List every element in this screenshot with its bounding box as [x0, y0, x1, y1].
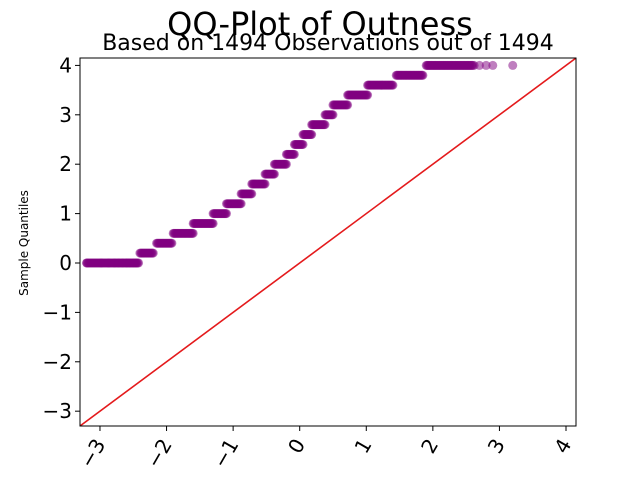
data-point — [148, 248, 158, 258]
data-point — [488, 60, 498, 70]
data-point — [307, 130, 317, 140]
y-axis-label: Sample Quantiles — [17, 190, 31, 296]
data-point — [221, 209, 231, 219]
y-axis: −3 −2 −1 0 1 2 3 4 — [43, 53, 80, 423]
y-tick-label: 1 — [59, 202, 72, 226]
data-point — [269, 169, 279, 179]
data-point — [281, 159, 291, 169]
data-point — [289, 149, 299, 159]
plot-frame — [79, 57, 577, 427]
y-tick-label: 4 — [59, 53, 72, 77]
data-point — [298, 139, 308, 149]
data-point — [247, 189, 257, 199]
y-tick-label: −1 — [43, 300, 72, 324]
data-point — [131, 258, 141, 268]
data-point — [82, 258, 92, 268]
data-point — [328, 110, 338, 120]
data-point — [418, 70, 428, 80]
data-point — [188, 228, 198, 238]
reference-line-layer — [80, 58, 576, 426]
y-tick-label: 0 — [59, 251, 72, 275]
y-tick-label: −3 — [43, 399, 72, 423]
chart-title: QQ-Plot of Outness — [167, 5, 473, 43]
data-point — [260, 179, 270, 189]
data-point — [343, 100, 353, 110]
y-tick-label: 2 — [59, 152, 72, 176]
y-tick-label: 3 — [59, 103, 72, 127]
data-points — [82, 60, 518, 268]
data-point — [208, 218, 218, 228]
chart-subtitle: Based on 1494 Observations out of 1494 — [102, 31, 554, 56]
data-point — [320, 120, 330, 130]
data-point — [236, 199, 246, 209]
y-tick-label: −2 — [43, 350, 72, 374]
data-point — [96, 258, 106, 268]
data-point — [363, 90, 373, 100]
data-point — [388, 80, 398, 90]
data-point — [474, 60, 484, 70]
data-point — [508, 60, 518, 70]
data-point — [167, 238, 177, 248]
data-point — [481, 60, 491, 70]
reference-line — [80, 58, 576, 426]
